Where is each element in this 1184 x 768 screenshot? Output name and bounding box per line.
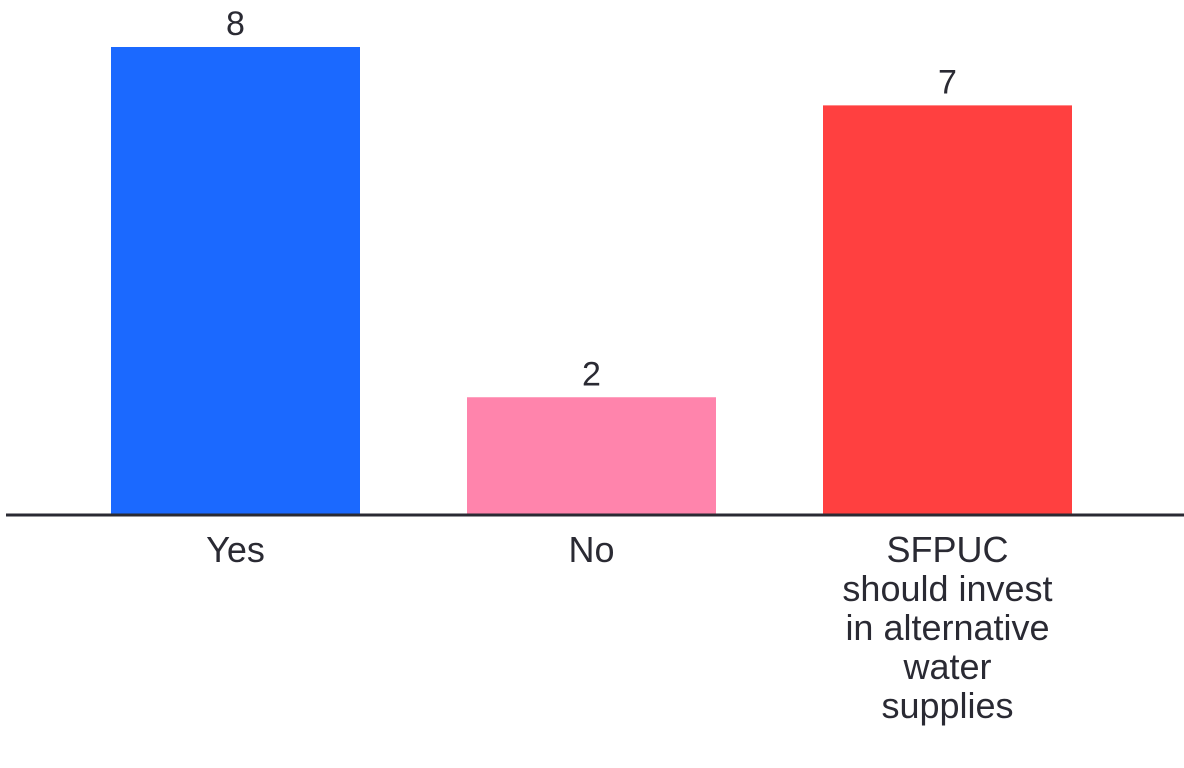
bar-2: [823, 105, 1072, 514]
category-label-2: SFPUC should invest in alternative water sup…: [842, 529, 1052, 726]
category-label-line: No: [568, 529, 614, 570]
category-label-line: SFPUC: [886, 529, 1008, 570]
category-label-line: Yes: [206, 529, 265, 570]
value-label-0: 8: [226, 5, 245, 43]
bar-0: [111, 47, 360, 514]
value-label-1: 2: [582, 355, 601, 393]
category-label-0: Yes: [206, 529, 265, 570]
value-labels-group: 8 2 7: [226, 5, 957, 393]
category-label-1: No: [568, 529, 614, 570]
bar-1: [467, 397, 716, 514]
bars-group: [111, 47, 1072, 514]
category-label-line: supplies: [881, 685, 1013, 726]
category-labels-group: Yes No SFPUC should invest in alternative wat…: [206, 529, 1052, 726]
category-label-line: water: [902, 646, 991, 687]
value-label-2: 7: [938, 63, 957, 101]
category-label-line: in alternative: [845, 607, 1049, 648]
category-label-line: should invest: [842, 568, 1052, 609]
